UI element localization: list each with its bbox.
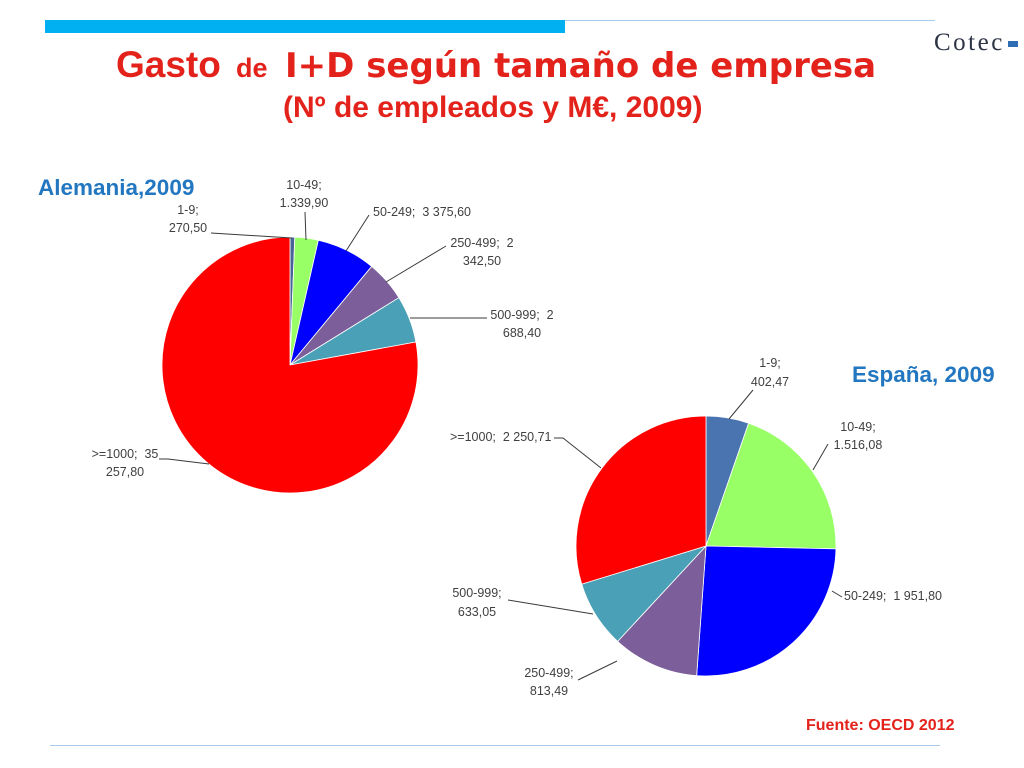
alemania-data-label-50-249: 50-249; 3 375,60 [373, 205, 471, 219]
page-title-part-2: de [236, 53, 268, 83]
alemania-data-label-gte-1000-line-2: 257,80 [106, 465, 144, 479]
espana-data-label-250-499-line-1: 250-499; [524, 666, 573, 680]
espana-data-label-500-999-line-1: 500-999; [452, 586, 501, 600]
logo-wordmark: Cotec [934, 29, 1005, 56]
espana-leader-line-50-249 [831, 590, 843, 598]
header-decoration [45, 20, 935, 33]
espana-data-labels: 1-9; 402,47 10-49; 1.516,08 50-249; 1 951,80… [450, 356, 942, 698]
espana-leader-line-1-9 [728, 389, 754, 420]
espana-leader-line-10-49 [812, 443, 829, 471]
espana-slice-10-49 [705, 422, 837, 550]
alemania-data-label-1-9-line-1: 1-9; [177, 203, 199, 217]
espana-leader-lines [507, 389, 843, 681]
alemania-leader-lines [159, 211, 487, 465]
cotec-logo: Cotec [934, 29, 1018, 56]
espana-data-label-10-49-line-1: 10-49; [840, 420, 875, 434]
chart-alemania: 1-9; 270,50 10-49; 1.339,90 50-249; 3 375,60… [92, 178, 554, 494]
espana-leader-line-gte-1000 [554, 437, 602, 469]
espana-slice-gte-1000 [575, 415, 707, 585]
alemania-data-label-gte-1000-line-1: >=1000; 35 [92, 447, 159, 461]
espana-data-label-250-499-line-2: 813,49 [530, 684, 568, 698]
alemania-data-label-1-9-line-2: 270,50 [169, 221, 207, 235]
espana-data-label-1-9-line-1: 1-9; [759, 356, 781, 370]
page-title: Gasto de I+D según tamaño de empresa [116, 44, 876, 86]
chart-title-espana: España, 2009 [852, 362, 995, 387]
source-note: Fuente: OECD 2012 [806, 717, 955, 734]
chart-espana: 1-9; 402,47 10-49; 1.516,08 50-249; 1 951,80… [450, 356, 942, 698]
alemania-data-label-250-499-line-2: 342,50 [463, 254, 501, 268]
page-title-part-3: I+D según tamaño de empresa [285, 46, 876, 86]
alemania-leader-line-50-249 [345, 214, 370, 252]
alemania-data-labels: 1-9; 270,50 10-49; 1.339,90 50-249; 3 375,60… [92, 178, 554, 479]
espana-data-label-1-9-line-2: 402,47 [751, 375, 789, 389]
alemania-data-label-250-499-line-1: 250-499; 2 [450, 236, 513, 250]
chart-title-alemania: Alemania,2009 [38, 175, 194, 200]
bottom-rule-line [50, 745, 940, 746]
espana-slice-250-499 [617, 545, 707, 677]
alemania-data-label-500-999-line-1: 500-999; 2 [490, 308, 553, 322]
alemania-leader-line-1-9 [210, 232, 293, 239]
espana-leader-line-250-499 [577, 660, 618, 681]
top-accent-bar [45, 20, 565, 33]
alemania-leader-line-gte-1000 [159, 458, 210, 465]
page-title-part-1: Gasto [116, 44, 221, 85]
espana-data-label-gte-1000: >=1000; 2 250,71 [450, 430, 552, 444]
alemania-data-label-10-49-line-1: 10-49; [286, 178, 321, 192]
espana-data-label-500-999-line-2: 633,05 [458, 605, 496, 619]
espana-pie [575, 415, 837, 677]
alemania-slice-gte-1000 [161, 236, 419, 494]
alemania-leader-line-250-499 [385, 245, 447, 283]
espana-data-label-50-249: 50-249; 1 951,80 [844, 589, 942, 603]
espana-leader-line-500-999 [507, 599, 594, 615]
page-subtitle: (Nº de empleados y M€, 2009) [283, 91, 702, 124]
espana-slice-50-249 [696, 545, 837, 677]
alemania-pie [161, 236, 419, 494]
alemania-leader-line-10-49 [304, 211, 307, 241]
alemania-data-label-10-49-line-2: 1.339,90 [280, 196, 329, 210]
alemania-data-label-500-999-line-2: 688,40 [503, 326, 541, 340]
espana-data-label-10-49-line-2: 1.516,08 [834, 438, 883, 452]
logo-dash [1008, 41, 1018, 47]
